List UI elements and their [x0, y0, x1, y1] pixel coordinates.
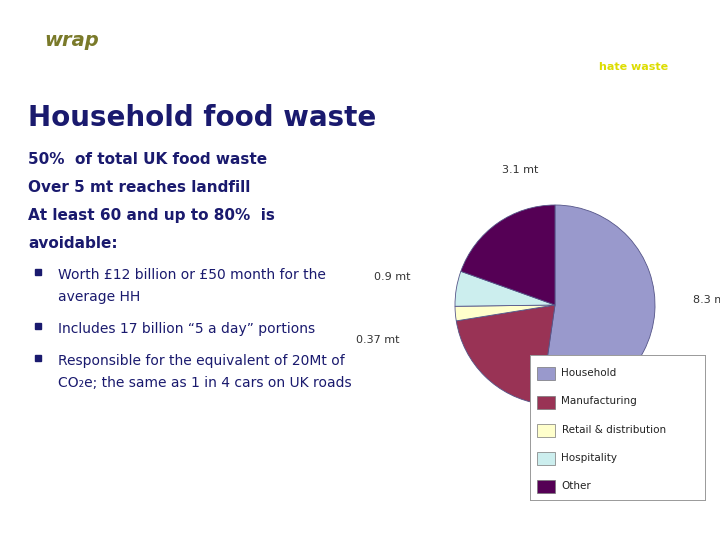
Text: wrap: wrap [45, 31, 99, 50]
Text: avoidable:: avoidable: [28, 235, 117, 251]
Bar [537, 367, 554, 380]
Wedge shape [541, 205, 655, 405]
FancyBboxPatch shape [0, 6, 149, 77]
Text: Includes 17 billion “5 a day” portions: Includes 17 billion “5 a day” portions [58, 322, 315, 336]
Text: Household food waste: Household food waste [28, 104, 377, 132]
Text: Material change for: Material change for [155, 25, 237, 34]
Text: 50%  of total UK food waste: 50% of total UK food waste [28, 152, 267, 167]
Text: Over 5 mt reaches landfill: Over 5 mt reaches landfill [28, 180, 251, 195]
Text: hate waste: hate waste [599, 62, 668, 72]
Text: 0.9 mt: 0.9 mt [374, 272, 410, 282]
Text: Hospitality: Hospitality [562, 453, 618, 463]
Text: CO₂e; the same as 1 in 4 cars on UK roads: CO₂e; the same as 1 in 4 cars on UK road… [58, 376, 351, 390]
Text: Responsible for the equivalent of 20Mt of: Responsible for the equivalent of 20Mt o… [58, 354, 345, 368]
Text: 3.2 mt: 3.2 mt [532, 440, 568, 450]
Text: At least 60 and up to 80%  is: At least 60 and up to 80% is [28, 208, 275, 222]
Bar [537, 424, 554, 437]
Wedge shape [455, 305, 555, 321]
Bar [537, 396, 554, 409]
Text: Other: Other [562, 481, 591, 491]
Text: Retail & distribution: Retail & distribution [562, 424, 665, 435]
Text: Worth £12 billion or £50 month for the: Worth £12 billion or £50 month for the [58, 268, 326, 282]
Text: Manufacturing: Manufacturing [562, 396, 637, 407]
Text: a better environment: a better environment [155, 48, 245, 56]
Text: FOOD: FOOD [603, 34, 665, 53]
Bar [537, 481, 554, 494]
Wedge shape [461, 205, 555, 305]
Bar [537, 452, 554, 465]
Text: LOVE: LOVE [612, 14, 655, 29]
Text: average HH: average HH [58, 289, 140, 303]
Wedge shape [455, 271, 555, 306]
Text: 3.1 mt: 3.1 mt [502, 165, 538, 175]
Text: 8.3 mt: 8.3 mt [693, 295, 720, 305]
Text: Household: Household [562, 368, 617, 378]
Wedge shape [456, 305, 555, 404]
Text: 0.37 mt: 0.37 mt [356, 335, 400, 345]
